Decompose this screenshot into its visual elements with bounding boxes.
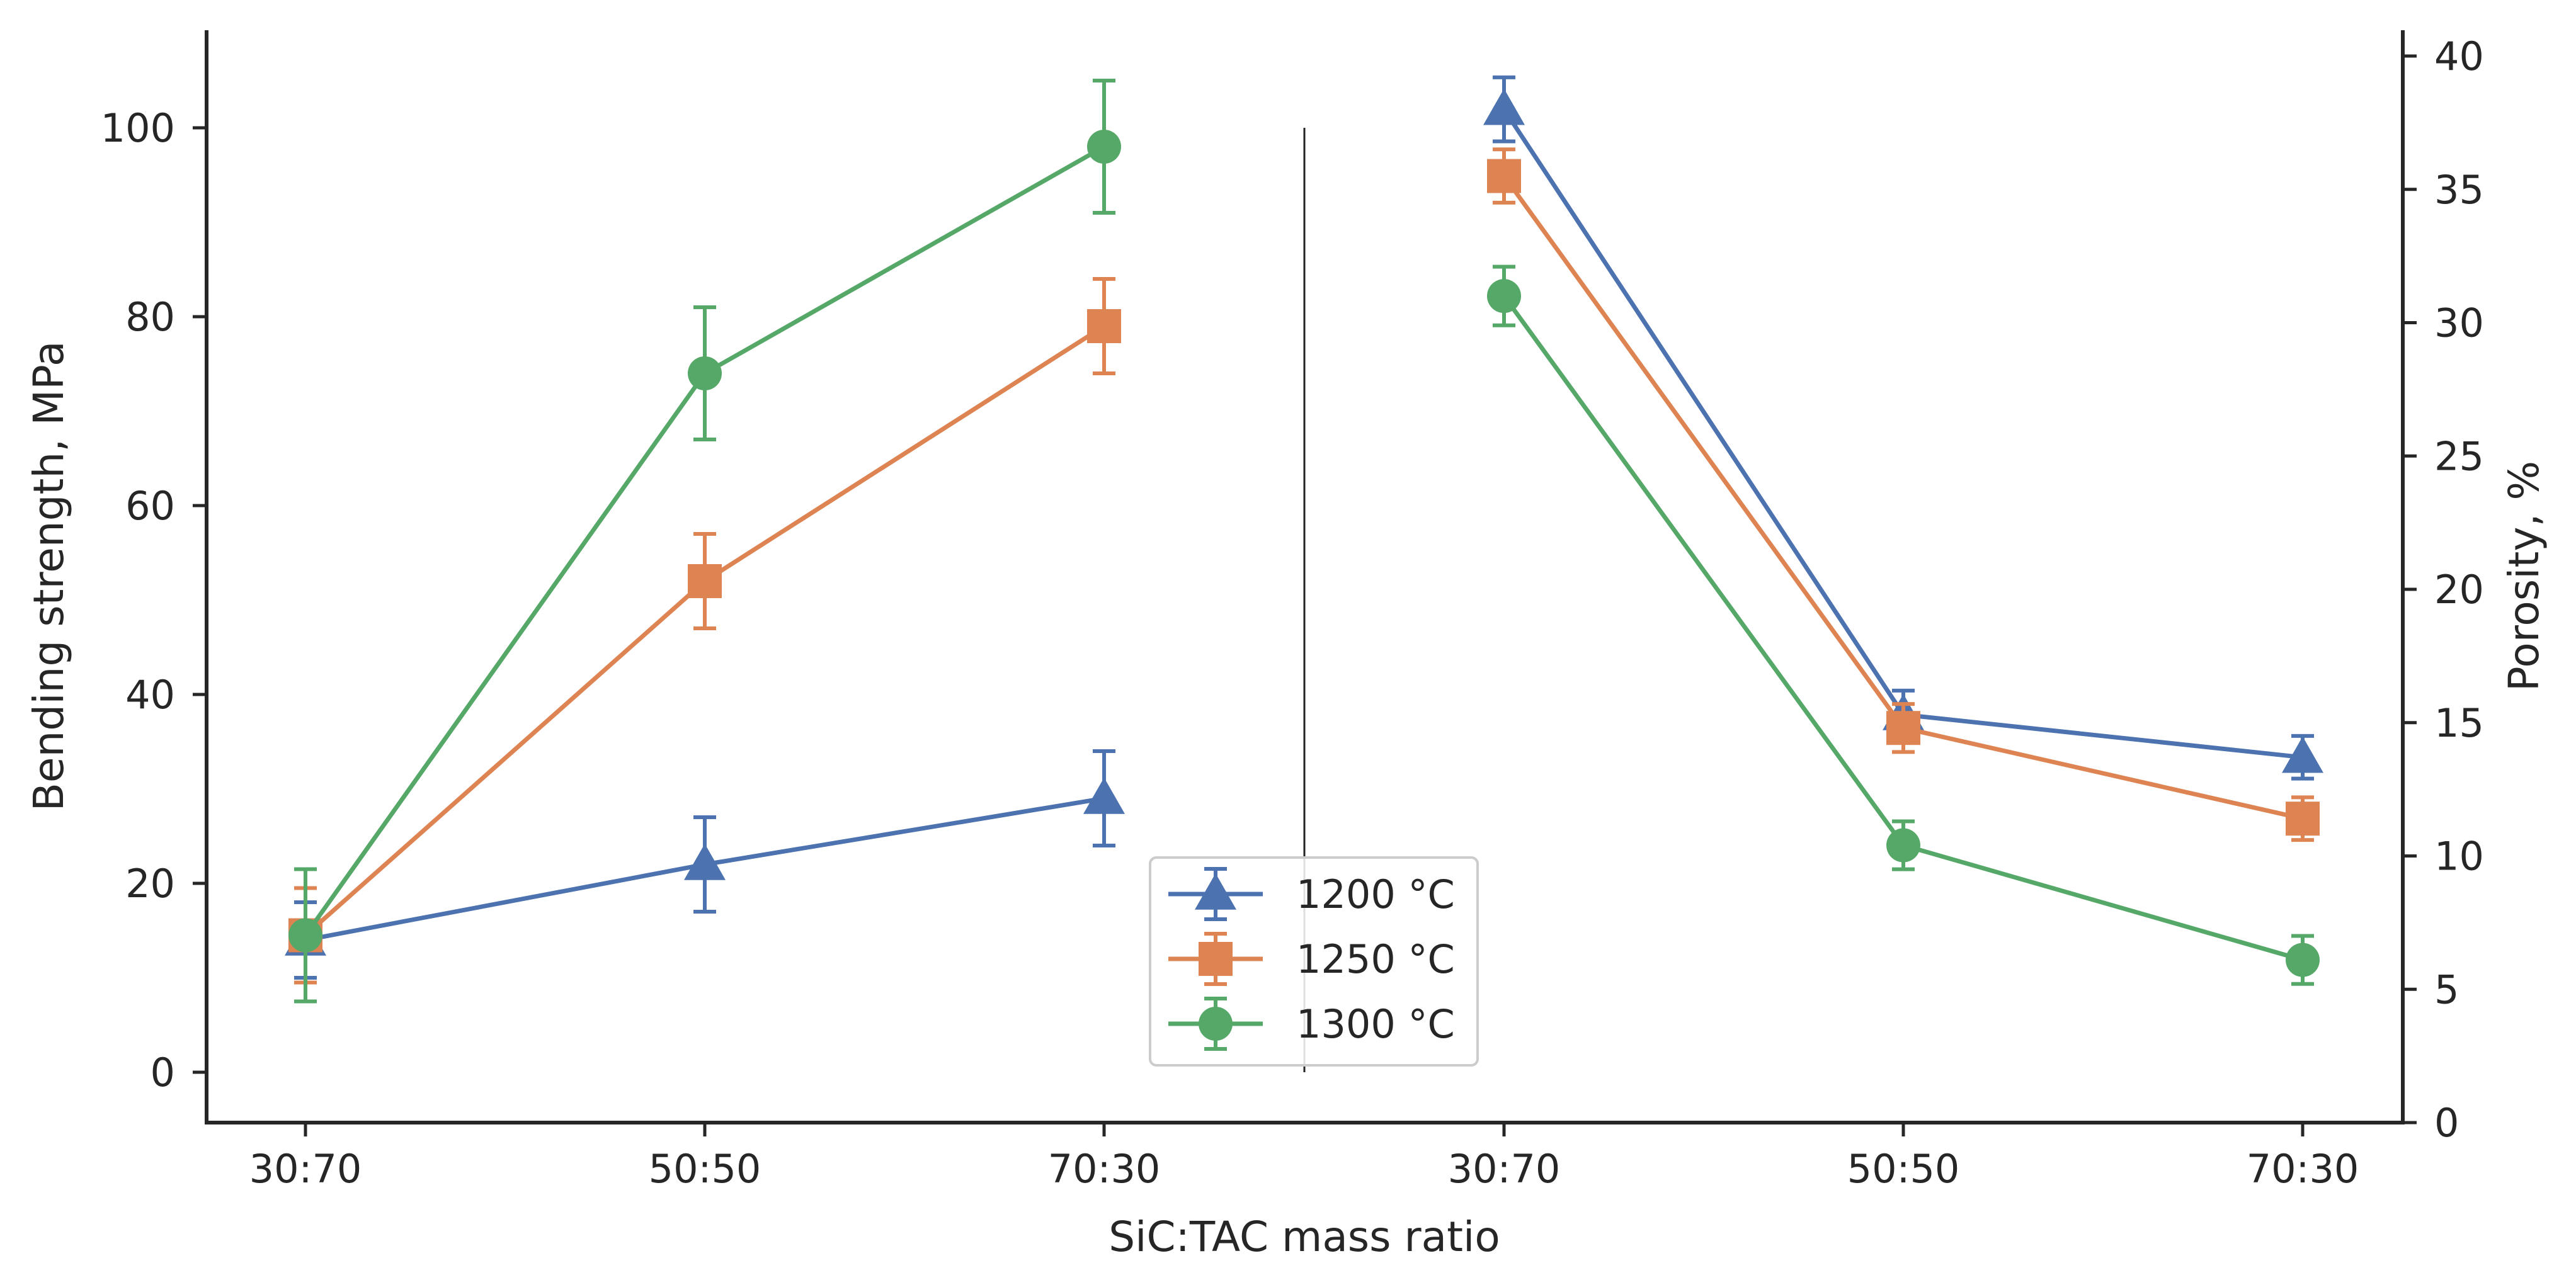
y-left-tick-label: 0 xyxy=(151,1050,175,1096)
x-tick-label: 50:50 xyxy=(1847,1146,1960,1192)
porosity-line xyxy=(1502,108,2303,760)
y-right-tick-label: 0 xyxy=(2434,1100,2459,1146)
porosity-point xyxy=(1886,828,1920,863)
legend-label: 1300 °C xyxy=(1296,1001,1455,1047)
x-axis-title: SiC:TAC mass ratio xyxy=(1108,1213,1500,1261)
y-axis-right-title: Porosity, % xyxy=(2500,461,2548,691)
x-tick-label: 70:30 xyxy=(2247,1146,2359,1192)
series-3 xyxy=(288,79,2320,1004)
x-tick-label: 30:70 xyxy=(249,1146,362,1192)
y-axis-left-title: Bending strength, MPa xyxy=(25,341,73,812)
series-2 xyxy=(288,147,2320,985)
porosity-point xyxy=(2286,801,2320,836)
legend-marker xyxy=(1199,1007,1233,1041)
legend-label: 1250 °C xyxy=(1296,936,1455,982)
porosity-point xyxy=(1483,88,1525,125)
y-right-tick-label: 35 xyxy=(2434,167,2484,213)
y-right-tick-label: 25 xyxy=(2434,433,2484,479)
y-right-tick-label: 30 xyxy=(2434,300,2484,346)
bending-point xyxy=(688,356,722,390)
bending-point xyxy=(1087,309,1121,343)
porosity-point xyxy=(2282,736,2323,773)
porosity-point xyxy=(1487,279,1521,314)
legend-label: 1200 °C xyxy=(1296,871,1455,917)
bending-point xyxy=(688,564,722,598)
bending-point xyxy=(684,844,726,880)
y-left-tick-label: 100 xyxy=(101,105,175,151)
x-tick-label: 50:50 xyxy=(649,1146,761,1192)
series-layer xyxy=(285,75,2323,1004)
y-left-tick-label: 80 xyxy=(125,294,175,340)
legend: 1200 °C 1250 °C 1300 °C xyxy=(1149,856,1479,1067)
y-left-tick-label: 40 xyxy=(125,672,175,718)
x-tick-label: 70:30 xyxy=(1048,1146,1161,1192)
legend-marker xyxy=(1195,873,1236,910)
y-right-tick-label: 10 xyxy=(2434,834,2484,880)
y-right-tick-label: 5 xyxy=(2434,966,2459,1012)
legend-item-1: 1200 °C xyxy=(1168,867,1455,921)
x-tick-label: 30:70 xyxy=(1448,1146,1561,1192)
y-right-tick-label: 20 xyxy=(2434,567,2484,613)
porosity-point xyxy=(2286,943,2320,977)
bending-point xyxy=(288,918,322,953)
bending-point xyxy=(1087,130,1121,164)
y-left-tick-label: 20 xyxy=(125,861,175,907)
bending-point xyxy=(1083,778,1125,814)
y-right-tick-label: 15 xyxy=(2434,700,2484,746)
legend-item-3: 1300 °C xyxy=(1168,997,1455,1051)
legend-marker xyxy=(1199,942,1233,976)
legend-item-2: 1250 °C xyxy=(1168,932,1455,986)
axes: 0 20 40 60 80 100 0 5 10 15 20 25 30 35 40 30:70 50:50 70… xyxy=(101,30,2484,1192)
porosity-point xyxy=(1487,159,1521,193)
y-right-tick-label: 40 xyxy=(2434,33,2484,79)
porosity-point xyxy=(1886,711,1920,745)
y-left-tick-label: 60 xyxy=(125,483,175,529)
